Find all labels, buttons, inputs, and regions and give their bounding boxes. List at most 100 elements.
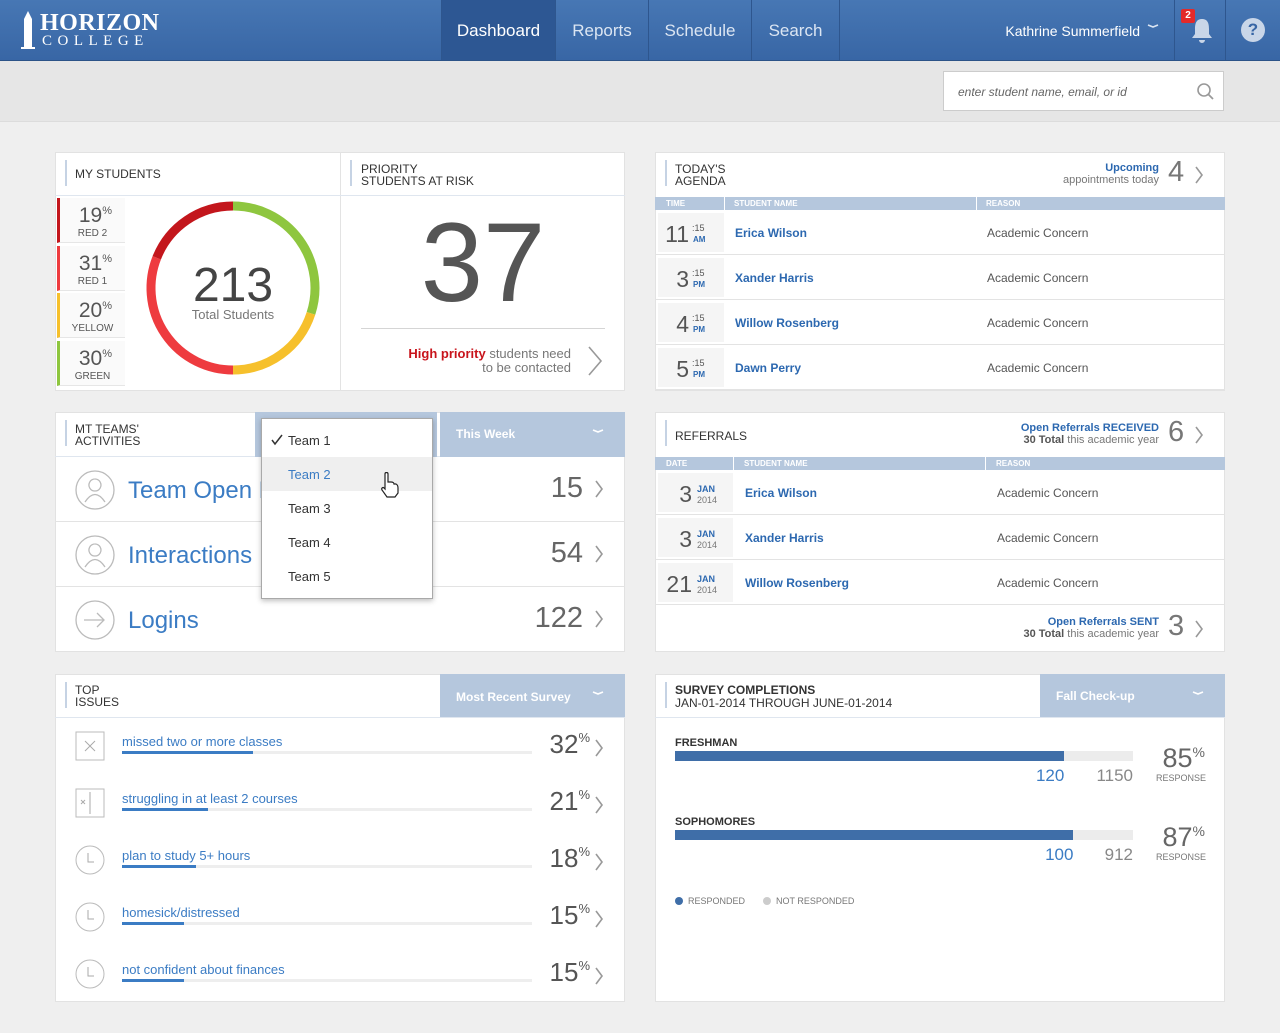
percent-number: 21 <box>549 786 579 816</box>
search-icon[interactable] <box>1196 82 1216 102</box>
chevron[interactable] <box>587 345 605 377</box>
team-option-label[interactable]: Team 5 <box>288 569 331 584</box>
icon-ring <box>75 845 105 875</box>
nav-tab[interactable]: Schedule <box>648 0 751 60</box>
check <box>271 434 283 446</box>
total-students: 213 <box>192 259 274 312</box>
nav-tab-label[interactable]: Search <box>768 21 823 40</box>
survey-select[interactable] <box>440 674 625 717</box>
referrals-link[interactable]: Open Referrals SENT <box>1047 616 1159 628</box>
student-link[interactable]: Erica Wilson <box>745 486 817 500</box>
activity-label[interactable]: Interactions <box>128 542 253 569</box>
responded-count: 120 <box>1035 766 1065 785</box>
referral-total: 30 Total this academic year <box>1023 628 1159 640</box>
divider <box>361 328 605 329</box>
nav-tab-label[interactable]: Reports <box>572 21 632 40</box>
team-option-label[interactable]: Team 2 <box>288 467 331 482</box>
period-label[interactable]: This Week <box>456 427 516 441</box>
team-option-label[interactable]: Team 4 <box>288 535 331 550</box>
chevron[interactable] <box>594 795 606 815</box>
filter-label[interactable]: Most Recent Survey <box>456 690 571 704</box>
month: JAN <box>697 484 716 494</box>
student-link[interactable]: Willow Rosenberg <box>735 316 839 330</box>
chevron[interactable] <box>594 738 606 758</box>
referrals-link[interactable]: Open Referrals RECEIVED <box>1020 422 1159 434</box>
percent-sign: % <box>102 252 112 265</box>
table-header <box>655 197 1225 210</box>
survey-select[interactable] <box>1040 674 1225 717</box>
activity-label[interactable]: Logins <box>128 607 199 634</box>
minutes: :15 <box>692 223 705 233</box>
nav-tab-label[interactable]: Schedule <box>664 21 736 40</box>
chevron[interactable] <box>1194 165 1206 185</box>
referrals-count: 3 <box>1168 610 1185 642</box>
team-option[interactable]: Team 3 <box>262 491 432 525</box>
chevron[interactable] <box>594 909 606 929</box>
issue-label[interactable]: missed two or more classes <box>122 734 283 749</box>
bell <box>1192 19 1212 43</box>
team-option[interactable]: Team 5 <box>262 559 432 593</box>
chevron[interactable] <box>594 966 606 986</box>
chevron[interactable] <box>594 544 606 564</box>
student-link[interactable]: Xander Harris <box>735 271 814 285</box>
stat-label: RED 2 <box>77 228 108 239</box>
notification-badge: 2 <box>1181 9 1195 23</box>
chevron[interactable] <box>594 852 606 872</box>
team-option-label[interactable]: Team 1 <box>288 433 331 448</box>
group-label: SOPHOMORES <box>675 816 756 828</box>
user-name[interactable]: Kathrine Summerfield <box>1005 23 1140 39</box>
issue-label[interactable]: struggling in at least 2 courses <box>122 791 298 806</box>
referrals-count: 6 <box>1168 416 1185 448</box>
percent-number: 32 <box>549 729 579 759</box>
filter-label[interactable]: Fall Check-up <box>1056 689 1135 703</box>
nav-tab[interactable]: Dashboard <box>441 0 555 60</box>
student-link[interactable]: Erica Wilson <box>735 226 807 240</box>
hour: 11 <box>665 221 689 247</box>
team-option[interactable]: Team 4 <box>262 525 432 559</box>
chevron[interactable] <box>1191 690 1207 700</box>
chevron[interactable] <box>591 428 607 438</box>
handle <box>1207 93 1214 100</box>
nav-tab-label[interactable]: Dashboard <box>456 21 541 40</box>
month: JAN <box>697 529 716 539</box>
student-link[interactable]: Xander Harris <box>745 531 824 545</box>
student-link[interactable]: Willow Rosenberg <box>745 576 849 590</box>
percent-sign: % <box>102 205 112 217</box>
search-placeholder[interactable]: enter student name, email, or id <box>958 85 1127 99</box>
issue-bar <box>122 808 209 811</box>
bell-icon[interactable] <box>1189 16 1215 44</box>
issue-label[interactable]: plan to study 5+ hours <box>122 848 251 863</box>
nav-tab[interactable]: Search <box>751 0 839 60</box>
help-button[interactable] <box>1241 18 1265 42</box>
team-dropdown[interactable]: Team 1 Team 2 Team 3 Team 4 Team 5 <box>261 418 433 599</box>
chevron[interactable] <box>1194 619 1206 639</box>
panel-title: REFERRALS <box>675 429 748 443</box>
hour: 3 <box>676 266 689 292</box>
priority-message[interactable]: High priority students need <box>408 346 571 361</box>
period-select[interactable] <box>440 412 625 457</box>
stat-box <box>57 198 125 243</box>
chevron[interactable] <box>1194 425 1206 445</box>
column-header: STUDENT NAME <box>734 199 798 208</box>
issue-label[interactable]: homesick/distressed <box>122 905 240 920</box>
chevron[interactable] <box>1146 23 1162 33</box>
search-box[interactable] <box>943 71 1224 111</box>
issue-label[interactable]: not confident about finances <box>122 962 285 977</box>
upcoming-link[interactable]: Upcoming <box>1105 162 1159 174</box>
date-cell <box>658 563 733 602</box>
chevron[interactable] <box>594 609 606 629</box>
chevron[interactable] <box>594 479 606 499</box>
reason: Academic Concern <box>997 576 1099 590</box>
team-option-label[interactable]: Team 3 <box>288 501 331 516</box>
period: PM <box>693 280 705 289</box>
chevron[interactable] <box>591 690 607 700</box>
divider <box>655 299 1225 300</box>
student-link[interactable]: Dawn Perry <box>735 361 802 375</box>
team-option[interactable]: Team 1 <box>262 423 432 457</box>
stat-label: RED 1 <box>77 275 108 287</box>
donut <box>146 201 320 375</box>
issue-icon <box>75 845 105 875</box>
team-option[interactable]: Team 2 <box>262 457 432 491</box>
percent-number: 19 <box>78 204 103 227</box>
nav-tab[interactable]: Reports <box>555 0 648 60</box>
